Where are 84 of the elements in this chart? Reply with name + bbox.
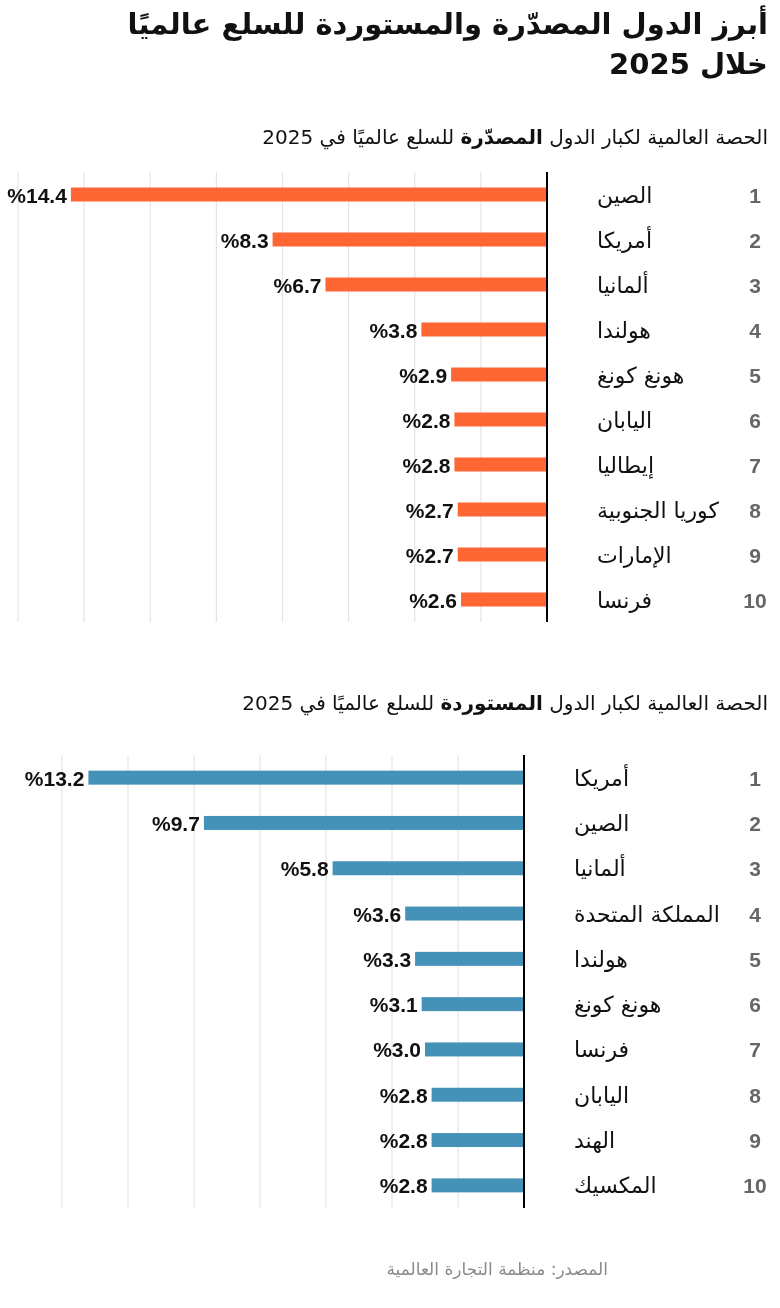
- bar: [203, 815, 524, 830]
- text: 1: [749, 183, 762, 207]
- y-tick-label: الإمارات: [597, 542, 672, 568]
- text: 8: [749, 498, 762, 522]
- y-tick-label: ألمانيا: [597, 270, 649, 298]
- text: 4: [749, 902, 762, 926]
- text: 9: [749, 543, 761, 567]
- text: 9: [749, 1129, 761, 1153]
- text: 6: [749, 993, 761, 1017]
- data-label: %6.7: [273, 273, 322, 297]
- bar: [70, 187, 547, 202]
- bar: [457, 547, 547, 562]
- bar: [405, 906, 524, 921]
- data-label: %3.1: [369, 993, 419, 1017]
- data-label: %2.7: [405, 498, 454, 522]
- text: 10: [743, 1174, 767, 1198]
- y-tick-label: كوريا الجنوبية: [597, 497, 720, 523]
- data-label: %2.8: [402, 408, 451, 432]
- bar: [451, 367, 547, 382]
- data-label: %14.4: [7, 183, 68, 207]
- text: 6: [749, 408, 761, 432]
- y-tick-label: الهند: [574, 1128, 616, 1154]
- data-label: %2.8: [379, 1129, 428, 1153]
- bar: [454, 457, 547, 472]
- data-label: %5.8: [280, 857, 329, 881]
- y-tick-label: إيطاليا: [597, 452, 655, 479]
- y-tick-label: اليابان: [574, 1082, 630, 1108]
- y-tick-label: المملكة المتحدة: [574, 901, 720, 927]
- chart-subtitle: الحصة العالمية لكبار الدول المصدّرة للسلع عالميًا في 2025: [262, 125, 768, 149]
- y-tick-label: اليابان: [597, 407, 653, 433]
- text: 5: [749, 947, 762, 971]
- text: 8: [749, 1083, 762, 1107]
- data-label: %13.2: [24, 766, 85, 790]
- text: 10: [743, 588, 767, 612]
- y-tick-label: هولندا: [574, 946, 628, 972]
- data-label: %3.3: [363, 947, 412, 971]
- y-tick-label: فرنسا: [597, 587, 653, 613]
- bar: [272, 232, 547, 247]
- y-tick-label: هونغ كونغ: [574, 992, 662, 1018]
- data-label: %2.8: [379, 1174, 428, 1198]
- data-label: %2.8: [379, 1083, 428, 1107]
- y-tick-label: فرنسا: [574, 1037, 630, 1063]
- y-tick-label: المكسيك: [574, 1173, 657, 1199]
- data-label: %3.6: [353, 902, 402, 926]
- data-label: %2.9: [399, 363, 448, 387]
- text: 1: [749, 766, 762, 790]
- bar: [425, 1042, 524, 1057]
- text: 7: [749, 453, 761, 477]
- data-label: %2.8: [402, 453, 451, 477]
- y-tick-label: الصين: [574, 810, 630, 836]
- bar: [431, 1133, 524, 1148]
- bar: [332, 861, 524, 876]
- text: 3: [749, 857, 761, 881]
- y-tick-label: هولندا: [597, 317, 651, 343]
- y-tick-label: هونغ كونغ: [597, 362, 685, 388]
- data-label: %3.0: [373, 1038, 421, 1062]
- data-label: %2.7: [405, 543, 454, 567]
- bar: [421, 997, 524, 1012]
- y-tick-label: الصين: [597, 182, 653, 208]
- bar: [431, 1087, 524, 1102]
- y-tick-label: أمريكا: [574, 763, 630, 791]
- text: 3: [749, 273, 761, 297]
- data-label: %2.6: [409, 588, 458, 612]
- bar: [415, 951, 524, 966]
- bar: [325, 277, 547, 292]
- chart-title: الحصة العالمية لكبار الدول المستوردة للسلع عالميًا في 2025: [242, 691, 768, 715]
- y-tick-label: أمريكا: [597, 225, 653, 253]
- text: المصدر: منظمة التجارة العالمية: [386, 1259, 608, 1279]
- bar: [88, 770, 524, 785]
- chart-title: أبرز الدول المصدّرة والمستوردة للسلع عالميًا خلال 2025: [127, 7, 768, 81]
- bar: [431, 1178, 524, 1193]
- text: 7: [749, 1038, 761, 1062]
- bar: [457, 502, 547, 517]
- text: 5: [749, 363, 762, 387]
- y-tick-label: ألمانيا: [574, 854, 626, 882]
- data-label: %3.8: [369, 318, 418, 342]
- text: 2: [749, 228, 761, 252]
- bar: [461, 592, 547, 607]
- text: 2: [749, 811, 761, 835]
- data-label: %8.3: [220, 228, 269, 252]
- bar: [421, 322, 547, 337]
- bar: [454, 412, 547, 427]
- data-label: %9.7: [152, 811, 200, 835]
- text: 4: [749, 318, 762, 342]
